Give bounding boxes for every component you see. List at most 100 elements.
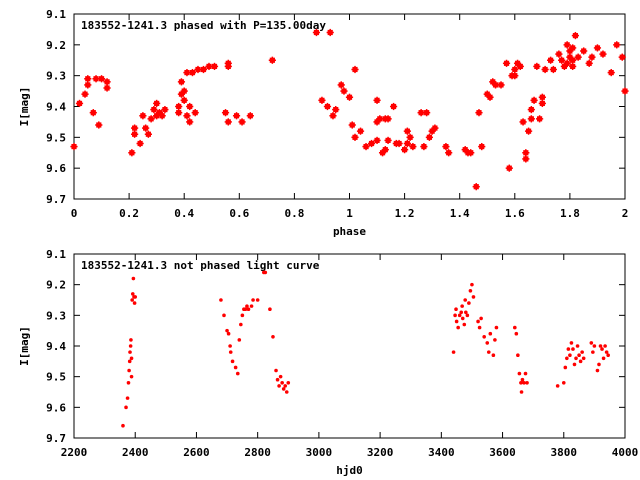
data-point xyxy=(516,62,524,71)
data-point xyxy=(580,47,588,55)
data-point xyxy=(381,146,389,154)
plot-title: 183552-1241.3 not phased light curve xyxy=(81,259,320,272)
data-point xyxy=(565,356,569,361)
data-point xyxy=(451,350,456,354)
data-point xyxy=(130,292,135,296)
data-point xyxy=(225,328,229,333)
data-point xyxy=(239,322,243,327)
data-point xyxy=(547,56,555,64)
x-tick-label: 1.2 xyxy=(395,207,415,220)
data-point xyxy=(468,289,473,293)
data-point xyxy=(81,90,89,98)
data-point xyxy=(367,139,376,148)
phased-light-curve-panel: 0 0.2 0.4 0.6 0.8 1 1.2 1.4 1.6 1.8 2 9.1 9.2 9.3 9.4 9… xyxy=(18,8,629,238)
y-tick-label: 9.5 xyxy=(46,371,66,384)
data-point xyxy=(569,44,577,52)
x-tick-label: 3200 xyxy=(367,446,394,459)
x-tick-label: 2200 xyxy=(61,446,88,459)
data-point xyxy=(592,344,597,348)
data-point xyxy=(497,81,505,89)
data-point xyxy=(502,59,511,67)
data-point xyxy=(228,350,233,354)
data-point xyxy=(460,316,465,321)
x-tick-label: 3800 xyxy=(551,446,578,459)
data-point xyxy=(607,68,615,77)
y-axis-label: I[mag] xyxy=(18,326,31,366)
data-point xyxy=(95,121,103,129)
x-tick-label: 2800 xyxy=(244,446,271,459)
data-point xyxy=(457,313,462,318)
data-point xyxy=(312,28,321,37)
data-point xyxy=(569,62,577,71)
data-point xyxy=(127,359,132,364)
data-point xyxy=(563,59,571,67)
data-point xyxy=(348,121,356,129)
data-point xyxy=(384,115,392,123)
data-point xyxy=(581,356,586,361)
data-point xyxy=(524,127,533,135)
y-tick-label: 9.7 xyxy=(46,193,66,206)
data-point xyxy=(420,142,428,151)
data-point xyxy=(519,381,523,385)
y-tick-label: 9.5 xyxy=(46,131,66,144)
data-point xyxy=(226,331,231,336)
data-point xyxy=(337,81,345,89)
x-tick-label: 2600 xyxy=(183,446,210,459)
data-point xyxy=(598,344,603,348)
data-point xyxy=(356,127,365,135)
data-point xyxy=(569,56,577,64)
data-point xyxy=(144,130,152,138)
data-point xyxy=(471,295,476,299)
data-point xyxy=(128,149,136,157)
data-point xyxy=(230,359,235,364)
data-point xyxy=(131,130,139,138)
data-point xyxy=(84,81,92,89)
data-point xyxy=(517,371,522,376)
data-point xyxy=(572,362,577,367)
data-point xyxy=(277,384,281,388)
x-tick-label: 1 xyxy=(346,207,353,220)
data-point xyxy=(516,353,520,358)
data-point xyxy=(558,56,566,64)
data-point xyxy=(486,93,494,101)
data-point xyxy=(601,356,606,361)
data-point xyxy=(249,304,254,308)
x-tick-label: 2400 xyxy=(122,446,149,459)
data-point xyxy=(578,359,583,364)
data-point xyxy=(281,387,286,391)
y-tick-label: 9.2 xyxy=(46,279,66,292)
data-point xyxy=(228,344,232,348)
y-tick-label: 9.4 xyxy=(46,340,66,353)
data-point xyxy=(132,301,137,305)
data-point xyxy=(522,155,530,163)
data-point xyxy=(555,50,563,58)
data-point xyxy=(577,353,581,358)
data-point xyxy=(224,62,232,71)
data-point xyxy=(233,365,238,370)
data-point xyxy=(513,325,517,330)
data-point xyxy=(535,115,544,123)
data-point xyxy=(604,350,609,354)
data-point xyxy=(271,335,275,339)
data-point xyxy=(603,344,607,348)
data-point xyxy=(462,322,467,327)
data-point xyxy=(283,384,288,388)
data-point xyxy=(373,96,381,104)
data-point xyxy=(136,139,144,148)
data-point xyxy=(459,310,464,315)
data-point xyxy=(97,75,106,83)
data-point xyxy=(522,381,526,385)
y-tick-label: 9.6 xyxy=(46,401,66,414)
data-point xyxy=(332,105,340,114)
data-point xyxy=(129,338,133,342)
data-point xyxy=(454,307,458,312)
data-point xyxy=(511,65,519,74)
data-point xyxy=(183,112,191,120)
data-point xyxy=(275,377,280,382)
data-point xyxy=(128,344,133,348)
data-point xyxy=(476,319,480,324)
data-point xyxy=(224,118,232,126)
data-point xyxy=(460,304,464,308)
data-point xyxy=(514,331,519,336)
y-tick-label: 9.1 xyxy=(46,248,66,261)
